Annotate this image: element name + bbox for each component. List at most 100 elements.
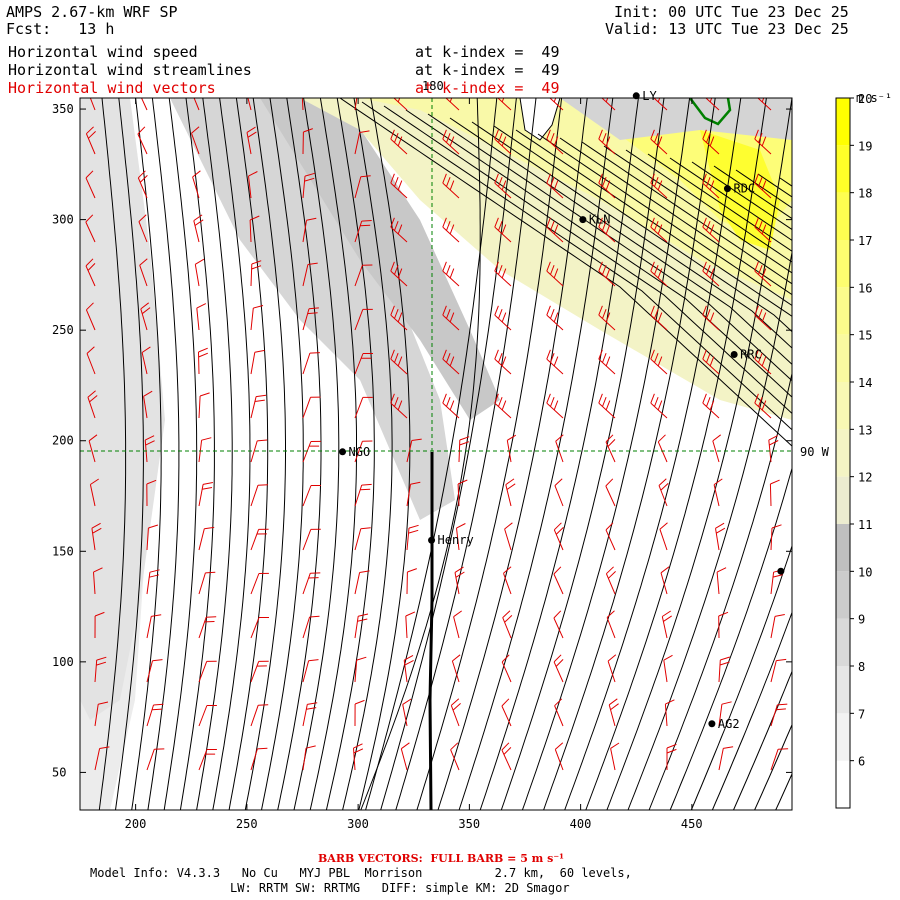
wind-barb <box>393 98 408 111</box>
wind-barb <box>193 214 204 243</box>
colorbar-label: 8 <box>858 660 865 674</box>
wind-barb <box>353 743 364 771</box>
colorbar-label: 6 <box>858 755 865 769</box>
colorbar-frame <box>835 97 851 809</box>
streamline <box>147 98 180 810</box>
wind-barb <box>354 699 365 727</box>
wind-barb <box>141 346 151 375</box>
streamline <box>437 98 588 810</box>
streamline <box>309 98 357 810</box>
streamline-diagonal <box>405 109 792 398</box>
wind-barb <box>354 264 373 287</box>
wind-barb <box>712 434 722 463</box>
wind-barb <box>194 258 205 287</box>
wind-barb <box>193 98 200 111</box>
wind-barb <box>94 611 105 639</box>
wind-barb <box>390 261 408 287</box>
streamline <box>261 98 304 810</box>
wind-barb <box>715 522 726 551</box>
streamline <box>277 98 322 810</box>
wind-barb <box>198 482 213 507</box>
wind-barb <box>354 175 371 199</box>
streamline <box>98 98 127 810</box>
colorbar-label: 15 <box>858 329 872 343</box>
y-tick-label: 300 <box>52 213 74 227</box>
wind-barb <box>390 305 408 331</box>
streamline-diagonal <box>669 157 792 241</box>
colorbar-segment <box>836 760 850 808</box>
wind-barb <box>146 524 159 551</box>
colorbar-label: 11 <box>858 518 872 532</box>
streamline-diagonal <box>515 129 792 317</box>
wind-barb <box>702 129 720 155</box>
wind-barb <box>354 527 371 551</box>
streamline <box>881 98 900 810</box>
wind-barbs <box>85 98 789 771</box>
wind-barb <box>146 748 165 771</box>
wind-barb <box>302 396 321 419</box>
station-marker <box>579 216 587 224</box>
wind-barb <box>302 128 313 155</box>
plot-frame <box>79 97 793 811</box>
shade-band-mid-gray <box>170 98 455 520</box>
stations: LY RDC KLN RRC NGO Henry AG2 <box>339 89 785 731</box>
wind-barb <box>390 349 408 375</box>
wind-barb <box>606 610 616 639</box>
wind-barb <box>354 353 373 375</box>
streamline <box>196 98 233 810</box>
shade-band-left-gray <box>80 98 165 720</box>
wind-barb <box>702 305 720 331</box>
wind-barb <box>146 614 162 639</box>
wind-barb <box>605 522 616 551</box>
streamline <box>380 98 517 810</box>
wind-barb <box>770 524 782 551</box>
wind-barb <box>196 303 207 331</box>
wind-barb <box>650 173 668 199</box>
wind-barb <box>601 98 616 111</box>
wind-barb <box>302 659 319 683</box>
wind-barb <box>702 261 720 287</box>
axes: 200 250 300 350 400 450 50 100 150 200 250 300 350 <box>52 98 792 831</box>
field-label-vectors: Horizontal wind vectors <box>8 79 216 97</box>
wind-barb <box>716 567 727 595</box>
wind-barb <box>546 305 564 331</box>
wind-barb <box>94 701 109 727</box>
wind-barb <box>546 393 564 419</box>
wind-barb <box>146 703 164 727</box>
wind-barb <box>770 703 788 727</box>
streamline <box>163 98 198 810</box>
colorbar-segment <box>836 334 850 382</box>
station-label: Henry <box>438 533 474 547</box>
wind-barb <box>198 749 217 771</box>
colorbar-segment <box>836 524 850 572</box>
wind-barb <box>302 440 321 463</box>
wind-barb <box>354 308 373 331</box>
wind-barb <box>301 98 304 111</box>
wind-barb <box>754 217 772 243</box>
wind-barb <box>406 568 417 595</box>
wind-barb <box>250 704 269 727</box>
wind-barb <box>354 613 369 639</box>
wind-barb <box>250 349 265 375</box>
y-tick-label: 100 <box>52 655 74 669</box>
level-label-vectors: at k-index = 49 <box>415 79 560 97</box>
wind-barb <box>555 434 564 463</box>
wind-barb <box>705 98 720 111</box>
wind-speed-shading <box>80 98 792 810</box>
wind-barb <box>247 98 252 111</box>
wind-barb <box>137 126 148 155</box>
wind-barb <box>554 478 564 507</box>
colorbar-segment <box>836 713 850 761</box>
station-label: RRC <box>740 347 762 361</box>
wind-barb <box>250 528 269 551</box>
streamline <box>358 98 411 810</box>
colorbar-label: 20 <box>858 92 872 106</box>
wind-barb <box>249 215 260 243</box>
wind-barb <box>457 479 468 507</box>
wind-barb <box>553 522 564 551</box>
header-title: AMPS 2.67-km WRF SP <box>6 3 178 21</box>
streamline <box>458 98 614 810</box>
wind-barb <box>302 352 320 375</box>
wind-barb <box>191 126 200 155</box>
streamline-diagonal <box>603 145 792 274</box>
